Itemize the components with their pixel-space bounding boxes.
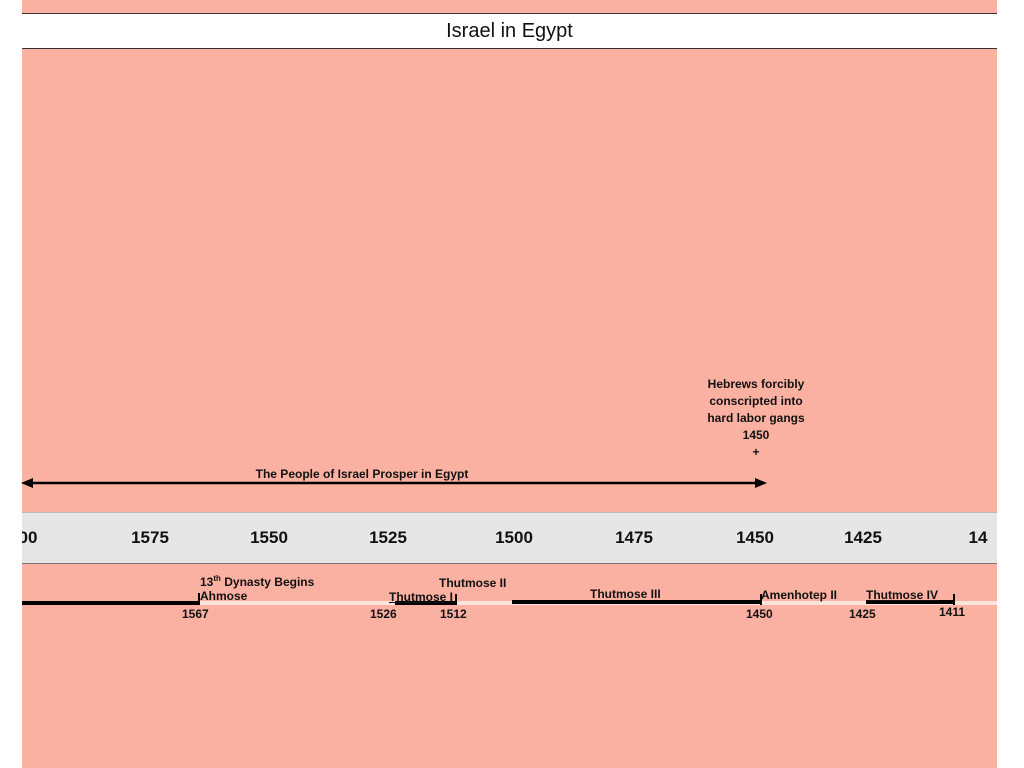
year-1526: 1526	[370, 607, 397, 621]
timeline-base-line	[22, 601, 997, 605]
callout-marker: +	[752, 445, 760, 459]
callout-line-3: hard labor gangs	[707, 411, 805, 425]
era-arrow-right-head	[755, 478, 767, 488]
year-1450: 1450	[746, 607, 773, 621]
thutmose-iv-end-tick	[953, 594, 955, 605]
era-label: The People of Israel Prosper in Egypt	[255, 467, 469, 481]
axis-tick: 1450	[736, 528, 774, 547]
ruler-amenhotep-ii: Amenhotep II	[761, 588, 838, 602]
axis-tick: 00	[22, 528, 38, 547]
thutmose-i-tick	[455, 594, 457, 605]
upper-timeline-panel	[22, 49, 997, 512]
axis-tick: 1425	[844, 528, 882, 547]
ruler-thutmose-iii: Thutmose III	[590, 587, 661, 601]
axis-tick: 1525	[369, 528, 407, 547]
thutmose-iii-end-tick	[760, 594, 762, 605]
ruler-thutmose-iv: Thutmose IV	[866, 588, 939, 602]
callout-year: 1450	[742, 428, 770, 442]
dynasty-begins-label: 13th Dynasty Begins	[200, 574, 315, 589]
axis-tick: 1475	[615, 528, 653, 547]
year-1512: 1512	[440, 607, 467, 621]
era-arrow-left-head	[21, 478, 33, 488]
page-title: Israel in Egypt	[446, 20, 573, 42]
reign-bar-thutmose-iii	[512, 600, 762, 604]
reign-bar-thutmose-iv	[866, 600, 955, 604]
lower-timeline-panel	[22, 564, 997, 768]
hebrews-conscripted-callout: Hebrews forcibly conscripted into hard l…	[707, 376, 804, 461]
callout-line-1: Hebrews forcibly	[707, 377, 805, 391]
year-1425: 1425	[849, 607, 876, 621]
axis-tick: 1575	[131, 528, 169, 547]
axis-tick: 14	[968, 528, 988, 547]
reign-bar-thutmose-i	[395, 601, 457, 605]
reign-bar-pre-ahmose	[22, 601, 199, 605]
axis-tick: 1500	[495, 528, 533, 547]
ruler-thutmose-ii: Thutmose II	[439, 576, 507, 590]
top-strip	[22, 0, 997, 13]
year-1567: 1567	[182, 607, 209, 621]
title-bar: Israel in Egypt	[22, 13, 997, 49]
ruler-ahmose: Ahmose	[200, 589, 248, 603]
right-margin	[997, 0, 1024, 768]
year-1411: 1411	[939, 605, 966, 619]
callout-line-2: conscripted into	[709, 394, 803, 408]
axis-tick: 1550	[250, 528, 288, 547]
year-axis: 00 1575 1550 1525 1500 1475 1450 1425 14	[22, 512, 997, 564]
ahmose-tick	[198, 593, 200, 605]
ruler-thutmose-i: Thutmose I	[389, 590, 454, 604]
